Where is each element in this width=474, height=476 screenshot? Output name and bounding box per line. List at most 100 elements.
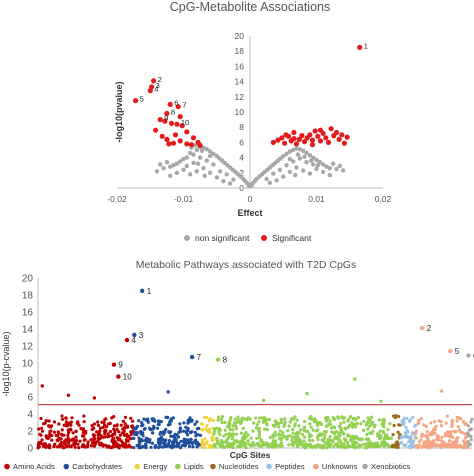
significant-point (312, 128, 318, 134)
nonsignificant-point (154, 169, 160, 174)
chart1-annotation-label: 2 (158, 75, 162, 84)
nonsignificant-point (264, 176, 269, 182)
cpg-point (179, 439, 183, 443)
nonsignificant-point (320, 169, 326, 175)
cpg-point (220, 421, 224, 425)
cpg-point (468, 442, 472, 446)
cpg-point (138, 442, 142, 446)
cpg-point (223, 420, 227, 424)
nonsignificant-point (297, 147, 303, 152)
cpg-point (40, 426, 44, 430)
significant-point (275, 137, 281, 143)
cpg-point (219, 438, 223, 443)
cpg-point (461, 445, 465, 449)
cpg-point (391, 433, 395, 437)
cpg-point (368, 431, 372, 435)
cpg-point (38, 432, 42, 436)
chart1-x-tick-label: 0.02 (375, 194, 392, 204)
chart2-y-tick-label: 0 (27, 444, 33, 455)
cpg-point (91, 433, 95, 437)
cpg-point (359, 422, 363, 426)
chart1-annotation-label: 1 (364, 41, 368, 50)
cpg-point (47, 419, 51, 423)
significant-point (325, 139, 332, 145)
legend-label: Amino Acids (13, 462, 55, 471)
cpg-point (198, 433, 202, 437)
cpg-point (254, 426, 258, 430)
cpg-point (413, 424, 417, 428)
cpg-point (419, 417, 423, 421)
cpg-point (231, 428, 235, 432)
cpg-point (290, 438, 294, 442)
cpg-point (102, 421, 106, 425)
cpg-point (177, 430, 181, 434)
legend-label: Nucleotides (219, 462, 259, 471)
cpg-point (224, 440, 228, 444)
legend-label: Energy (143, 462, 167, 471)
cpg-point (342, 416, 346, 420)
cpg-point (417, 443, 421, 448)
nonsignificant-point (214, 153, 219, 159)
highlighted-point (189, 354, 195, 360)
cpg-point (377, 418, 381, 422)
legend-label: Xenobiotics (371, 462, 410, 471)
legend-marker (266, 463, 272, 470)
cpg-point (353, 377, 357, 381)
cpg-point (169, 417, 173, 421)
cpg-point (439, 389, 444, 393)
legend-marker (63, 463, 70, 470)
cpg-point (411, 415, 415, 419)
cpg-point (211, 434, 215, 438)
cpg-point (211, 418, 215, 422)
chart1-y-tick-label: 2 (239, 168, 244, 178)
cpg-point (103, 428, 108, 432)
cpg-point (257, 426, 261, 430)
cpg-point (273, 440, 277, 444)
cpg-point (352, 437, 356, 441)
chart2-title: Metabolic Pathways associated with T2D C… (136, 259, 356, 271)
nonsignificant-point (168, 173, 173, 178)
cpg-point (230, 443, 234, 447)
cpg-point (346, 425, 350, 429)
cpg-point (180, 443, 184, 448)
significant-point (317, 127, 324, 133)
cpg-point (279, 421, 283, 425)
cpg-point (117, 430, 121, 434)
cpg-point (222, 445, 226, 450)
cpg-point (376, 434, 380, 438)
cpg-point (458, 445, 462, 449)
highlighted-point (116, 374, 121, 379)
cpg-point (342, 442, 346, 446)
nonsignificant-point (291, 147, 296, 153)
significant-point (164, 136, 170, 142)
cpg-point (182, 421, 186, 425)
cpg-point (52, 420, 57, 424)
cpg-point (123, 442, 128, 446)
cpg-point (146, 420, 150, 424)
cpg-point (110, 434, 114, 438)
cpg-point (319, 446, 324, 450)
cpg-point (237, 418, 241, 422)
significant-point (328, 126, 334, 132)
cpg-point (243, 417, 247, 421)
cpg-point (262, 398, 266, 403)
cpg-point (171, 442, 175, 446)
cpg-point (168, 444, 172, 448)
cpg-point (82, 438, 86, 442)
significant-point (291, 136, 297, 142)
cpg-point (378, 437, 382, 441)
cpg-point (427, 439, 431, 443)
cpg-point (215, 442, 219, 446)
cpg-point (71, 431, 75, 435)
significant-point (333, 129, 340, 136)
significant-point (175, 104, 181, 110)
cpg-point (86, 440, 90, 444)
cpg-point (403, 431, 407, 435)
cpg-point (236, 440, 240, 444)
cpg-point (262, 443, 267, 447)
cpg-point (405, 416, 409, 420)
cpg-point (456, 425, 460, 429)
nonsignificant-point (194, 147, 199, 153)
cpg-point (108, 429, 112, 434)
nonsignificant-point (284, 151, 289, 156)
